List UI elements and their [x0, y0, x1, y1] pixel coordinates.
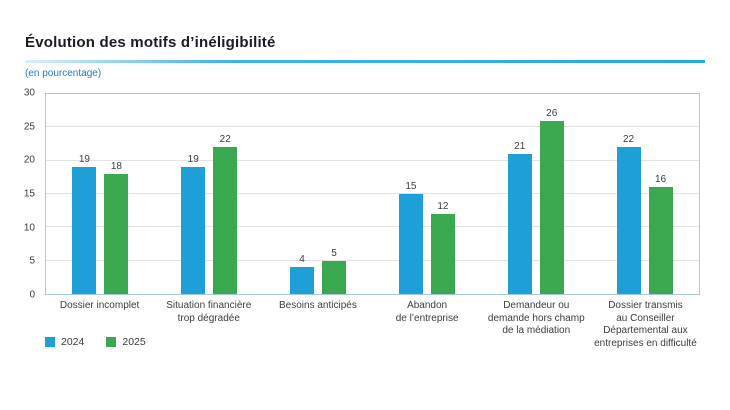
y-axis-tick-label: 5	[29, 255, 35, 267]
bar-2024: 22	[616, 134, 641, 294]
bar-2024: 21	[507, 141, 532, 294]
bar-2024: 19	[72, 154, 97, 294]
gridline	[46, 226, 699, 228]
x-category-label: Besoins anticipés	[279, 300, 357, 311]
bar-2025: 5	[322, 248, 347, 294]
legend-item-2025: 2025	[106, 336, 146, 348]
x-category-label: Situation financière trop dégradée	[166, 300, 252, 324]
bar-2025: 16	[648, 174, 673, 294]
y-axis-tick-label: 20	[23, 154, 35, 166]
gridline	[46, 159, 699, 161]
y-axis-tick-label: 30	[23, 87, 35, 99]
y-axis-tick-label: 15	[23, 188, 35, 200]
legend-swatch-2024	[45, 337, 55, 347]
title-underline	[25, 60, 705, 63]
x-category-label: Demandeur ou demande hors champ de la mé…	[487, 300, 585, 336]
bar-group: 22 16	[590, 94, 699, 294]
y-axis: 0 5 10 15 20 25 30	[0, 88, 38, 301]
bar-2024: 19	[181, 154, 206, 294]
legend-swatch-2025	[106, 337, 117, 347]
gridline	[46, 259, 699, 261]
bar-value-label: 15	[405, 181, 417, 192]
x-axis-labels: Dossier incomplet Situation financière tr…	[45, 300, 700, 350]
bar-2025: 18	[104, 161, 129, 294]
y-axis-tick-label: 25	[23, 121, 35, 133]
bar-2025: 12	[430, 201, 455, 294]
bar-value-label: 19	[78, 154, 90, 166]
bar-2024: 15	[398, 181, 423, 294]
legend: 2024 2025	[45, 336, 146, 348]
bar-value-label: 21	[514, 141, 526, 152]
bar-value-label: 18	[110, 161, 122, 172]
bar-value-label: 22	[622, 134, 635, 146]
bar-value-label: 22	[219, 134, 231, 146]
bar-group: 15 12	[372, 94, 481, 294]
bar-value-label: 26	[546, 107, 558, 119]
bar-value-label: 12	[437, 201, 449, 212]
x-category-label: Dossier incomplet	[59, 300, 140, 311]
gridline	[46, 193, 699, 194]
bar-2024: 4	[290, 254, 315, 294]
bar-value-label: 5	[331, 247, 337, 259]
bar-value-label: 16	[654, 174, 667, 186]
bar-value-label: 19	[187, 154, 199, 166]
plot-area: 19 18 19 22 4 5 15 12 21 26 22 16	[45, 93, 700, 295]
legend-label: 2024	[61, 336, 85, 348]
y-axis-tick-label: 0	[29, 289, 35, 301]
y-axis-tick-label: 10	[23, 222, 35, 234]
x-category-label: Dossier transmis au Conseiller Départeme…	[594, 300, 697, 349]
bar-value-label: 4	[299, 254, 305, 266]
bar-group: 19 22	[155, 94, 264, 294]
x-category-label: Abandon de l’entreprise	[395, 300, 459, 324]
legend-item-2024: 2024	[45, 336, 84, 348]
bar-2025: 22	[213, 134, 238, 294]
bar-2025: 26	[539, 108, 564, 294]
chart-subtitle: (en pourcentage)	[25, 68, 102, 79]
bar-group: 19 18	[46, 94, 155, 294]
gridline	[46, 126, 699, 128]
legend-label: 2025	[122, 336, 146, 348]
chart-title: Évolution des motifs d’inéligibilité	[25, 34, 276, 51]
bar-group: 21 26	[481, 94, 590, 294]
